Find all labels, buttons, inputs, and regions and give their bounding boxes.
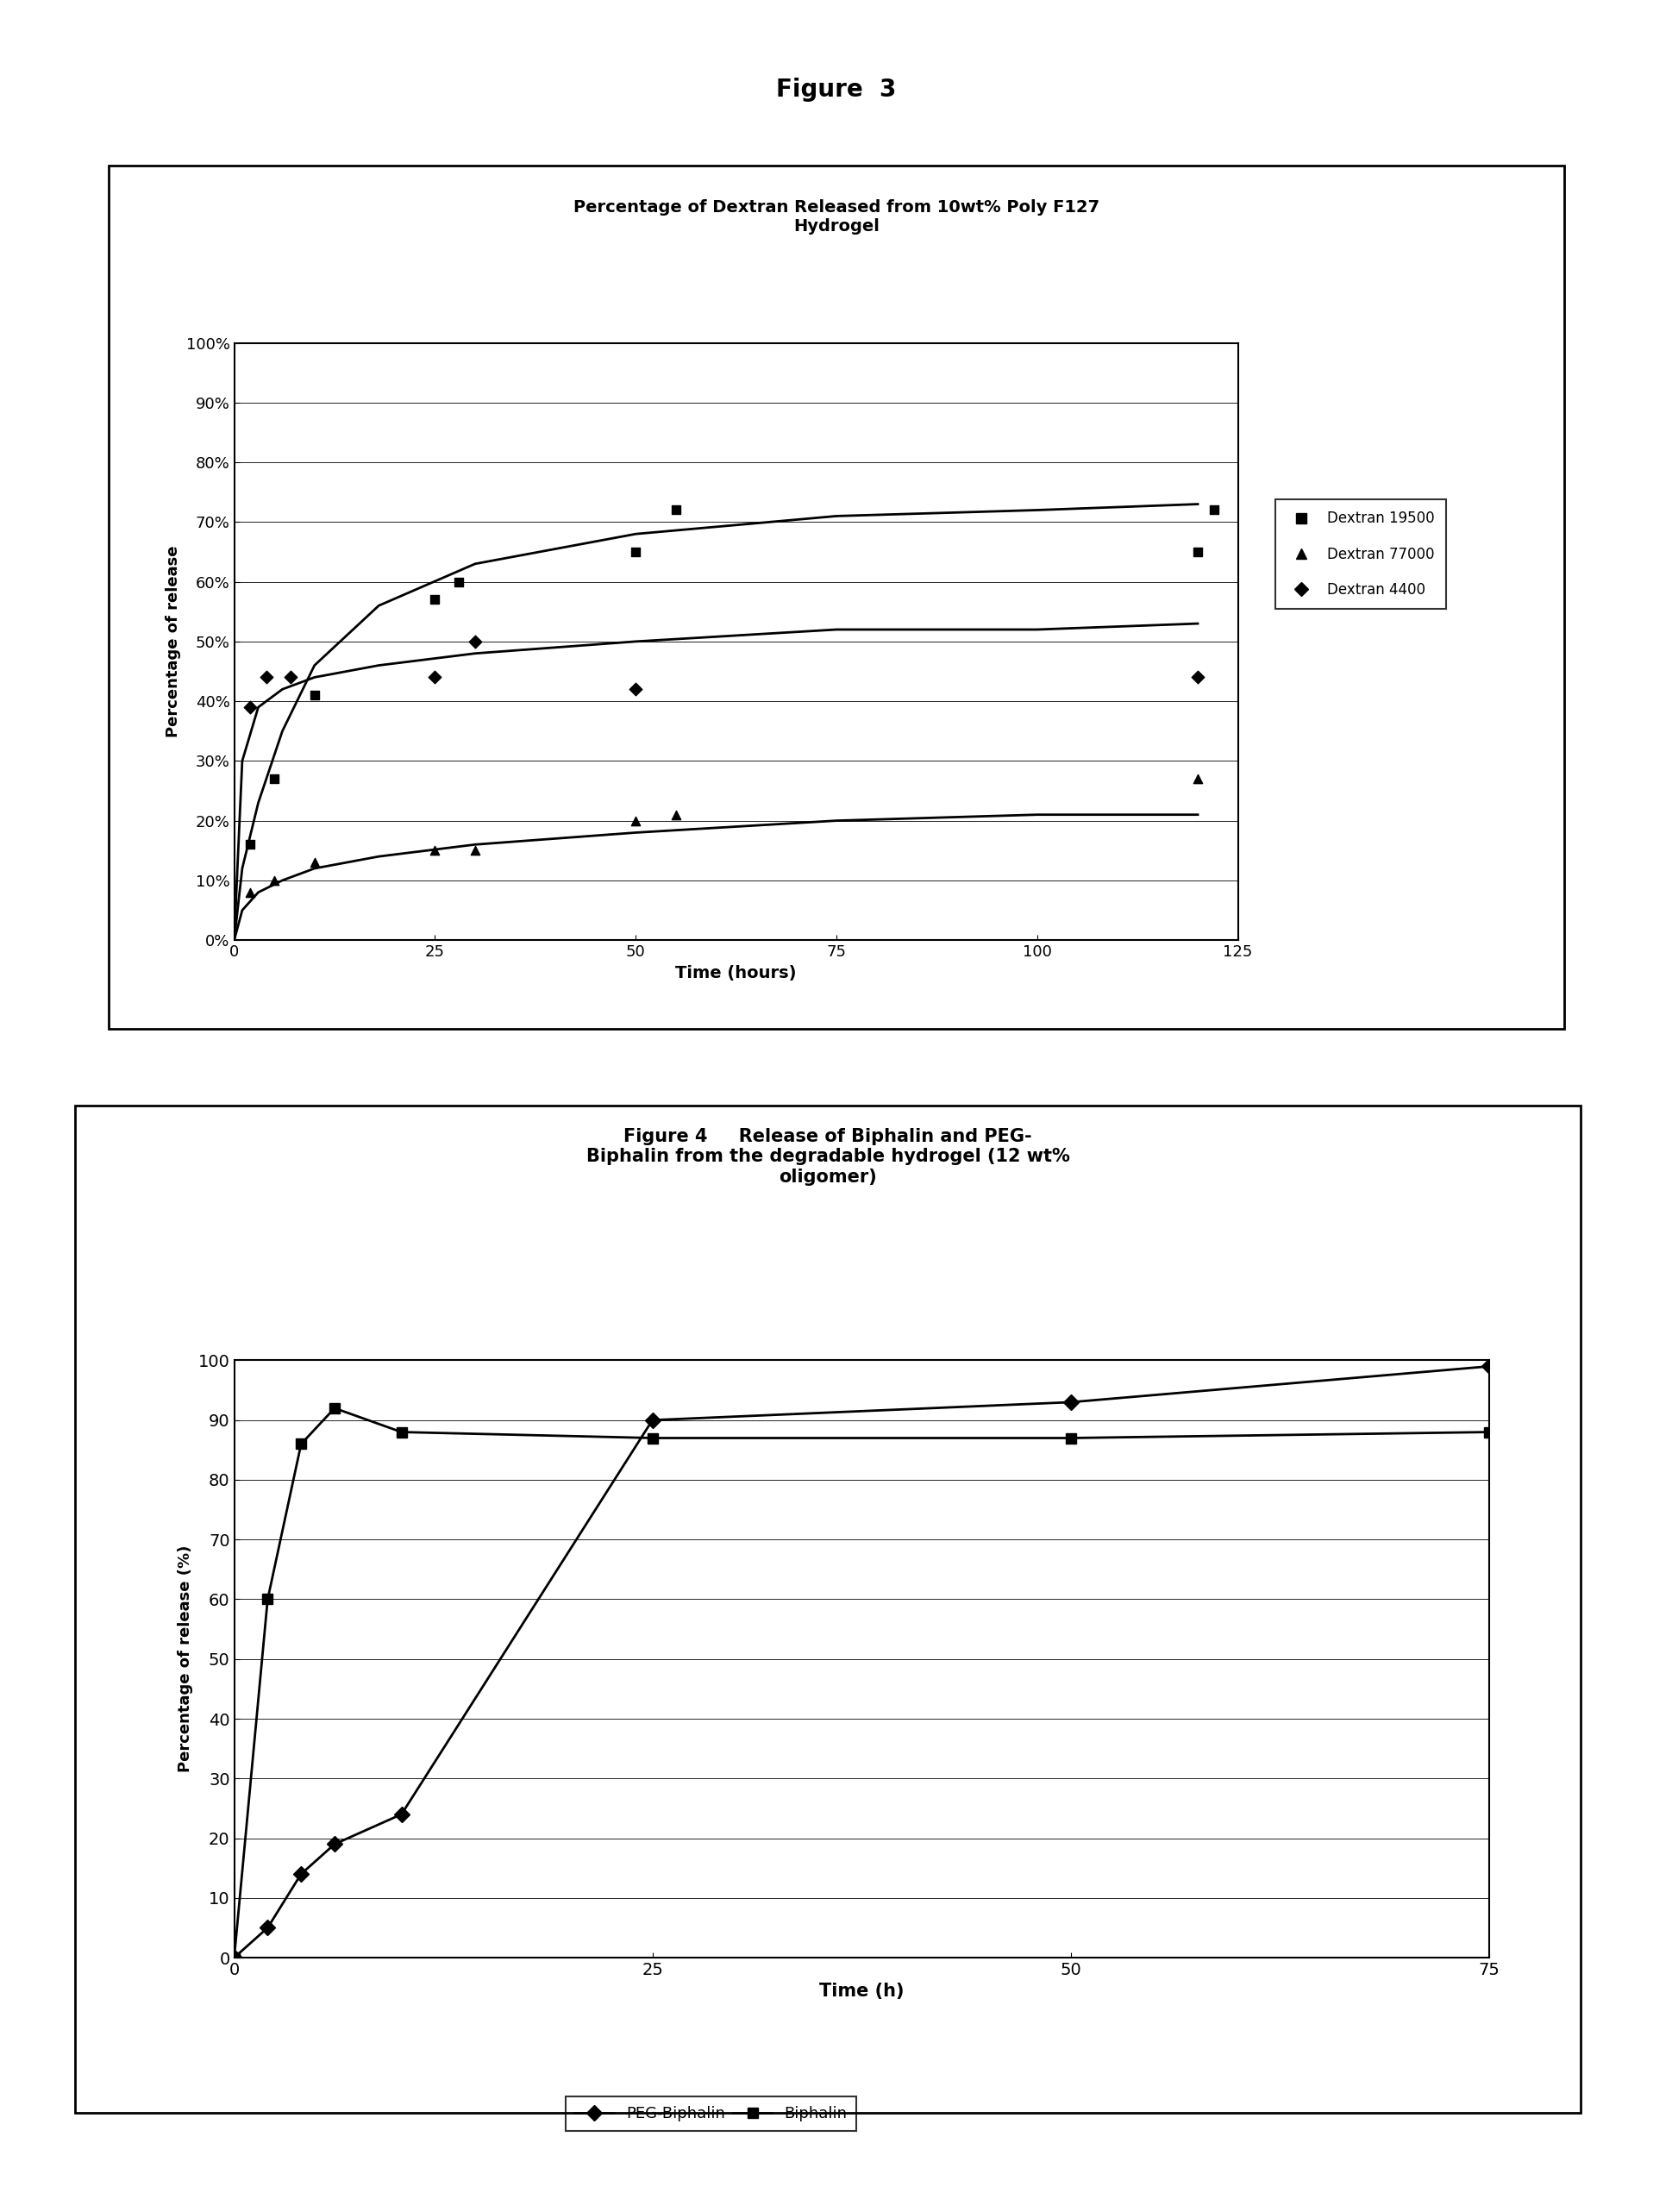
Point <box>461 834 488 869</box>
Point <box>301 677 328 712</box>
Y-axis label: Percentage of release (%): Percentage of release (%) <box>177 1546 194 1772</box>
X-axis label: Time (hours): Time (hours) <box>675 964 796 980</box>
Point <box>252 659 279 695</box>
Point <box>237 874 264 909</box>
Point <box>622 803 649 838</box>
Point <box>301 845 328 880</box>
Point <box>662 493 689 529</box>
Point <box>662 796 689 832</box>
Point <box>1200 493 1227 529</box>
Text: Percentage of Dextran Released from 10wt% Poly F127
Hydrogel: Percentage of Dextran Released from 10wt… <box>573 199 1099 234</box>
Text: Figure 4     Release of Biphalin and PEG-
Biphalin from the degradable hydrogel : Figure 4 Release of Biphalin and PEG- Bi… <box>585 1128 1070 1186</box>
Point <box>261 863 288 898</box>
Point <box>445 564 472 599</box>
Point <box>278 659 304 695</box>
Point <box>622 535 649 571</box>
Point <box>421 582 448 617</box>
Point <box>622 672 649 708</box>
Point <box>421 659 448 695</box>
Point <box>1184 535 1211 571</box>
Point <box>1184 761 1211 796</box>
Legend: PEG-Biphalin, Biphalin: PEG-Biphalin, Biphalin <box>565 2097 856 2130</box>
Point <box>261 761 288 796</box>
Point <box>237 690 264 726</box>
Point <box>1184 659 1211 695</box>
Legend: Dextran 19500, Dextran 77000, Dextran 4400: Dextran 19500, Dextran 77000, Dextran 44… <box>1274 500 1445 608</box>
Text: Figure  3: Figure 3 <box>776 77 896 102</box>
Point <box>421 834 448 869</box>
Point <box>461 624 488 659</box>
Y-axis label: Percentage of release: Percentage of release <box>166 546 181 737</box>
Point <box>237 827 264 863</box>
X-axis label: Time (h): Time (h) <box>819 1982 903 2000</box>
